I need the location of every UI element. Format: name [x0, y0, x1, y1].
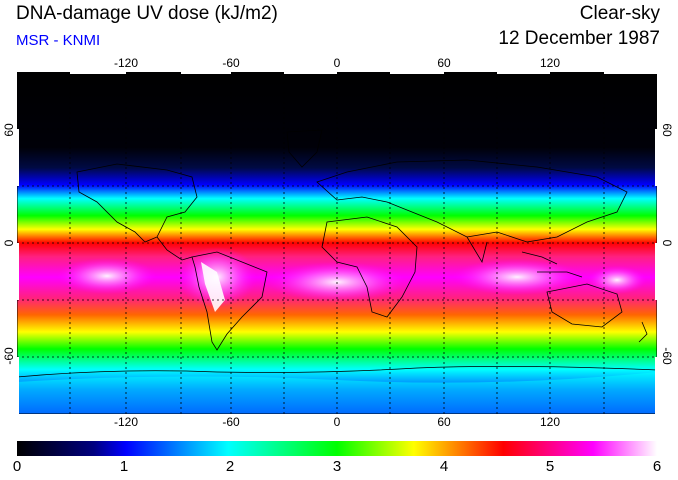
map-frame	[17, 72, 657, 414]
lon-tick-top: -60	[222, 56, 240, 70]
lat-tick-left: -60	[2, 347, 16, 365]
colorbar	[17, 441, 657, 456]
colorbar-label: 2	[225, 458, 235, 475]
sky-condition-label: Clear-sky	[579, 3, 660, 24]
lon-tick-top: -120	[113, 56, 139, 70]
lon-tick-top: 60	[437, 56, 451, 70]
lon-tick-bottom: 120	[539, 415, 561, 429]
colorbar-label: 6	[652, 458, 662, 475]
colorbar-label: 1	[119, 458, 129, 475]
lon-tick-top: 0	[333, 56, 341, 70]
source-label: MSR - KNMI	[16, 32, 101, 49]
colorbar-label: 4	[439, 458, 449, 475]
lat-tick-left: 0	[2, 239, 16, 247]
colorbar-label: 3	[332, 458, 342, 475]
lon-tick-bottom: 60	[437, 415, 451, 429]
lat-tick-right: 60	[660, 123, 674, 137]
lon-tick-top: 120	[539, 56, 561, 70]
lon-tick-bottom: 0	[333, 415, 341, 429]
lat-tick-left: 60	[2, 123, 16, 137]
lat-tick-right: -60	[660, 347, 674, 365]
uv-dose-map	[17, 72, 657, 414]
map-title: DNA-damage UV dose (kJ/m2)	[16, 3, 278, 24]
colorbar-label: 5	[545, 458, 555, 475]
date-label: 12 December 1987	[498, 28, 660, 49]
lon-tick-bottom: -60	[222, 415, 240, 429]
lon-tick-bottom: -120	[113, 415, 139, 429]
graticule	[17, 72, 657, 414]
colorbar-label: 0	[12, 458, 22, 475]
lat-tick-right: 0	[660, 239, 674, 247]
